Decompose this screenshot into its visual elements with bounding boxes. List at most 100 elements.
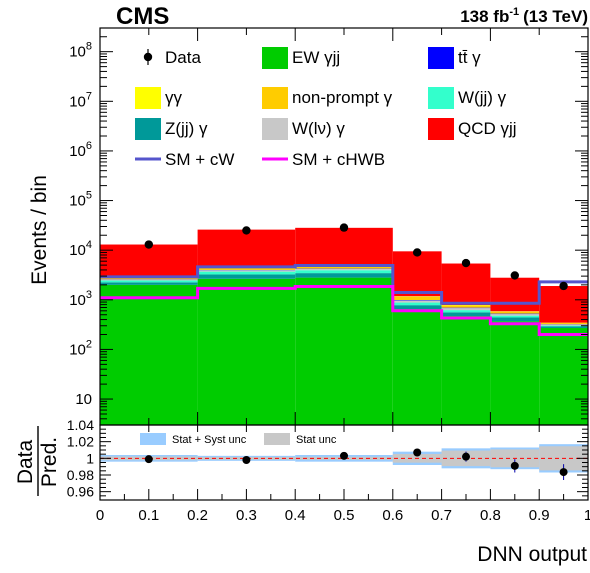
legend-marker [143, 52, 153, 62]
ratio-point [340, 451, 348, 460]
ratio-x-tick-label: 0.4 [285, 507, 306, 524]
legend-entry-label: Z(jj) γ [165, 119, 208, 138]
legend-entry-label: EW γjj [292, 48, 340, 67]
legend-entry-label: non-prompt γ [292, 88, 393, 107]
legend-entry-label: W(lν) γ [292, 119, 345, 138]
stack-bar [295, 268, 393, 271]
data-point [559, 281, 568, 291]
ratio-x-tick-label: 0.3 [236, 507, 257, 524]
luminance-label: 138 fb-1 (13 TeV) [460, 6, 588, 26]
ratio-x-tick-label: 1 [584, 507, 590, 524]
stack-bar [539, 286, 588, 323]
legend-entry-label: W(jj) γ [458, 88, 507, 107]
experiment-label: CMS [116, 3, 169, 30]
stack-bar [490, 315, 540, 318]
legend-entry-label: SM + cHWB [292, 150, 385, 169]
y-axis-title: Events / bin [28, 175, 51, 285]
ratio-ylabel-numerator: Data [14, 440, 37, 485]
x-axis-title: DNN output [477, 543, 587, 566]
stack-bar [197, 278, 296, 425]
ratio-x-tick-label: 0.1 [138, 507, 159, 524]
legend-entry-label: Data [165, 48, 201, 67]
ratio-point [559, 468, 568, 477]
ratio-point [413, 448, 422, 457]
legend-swatch [262, 47, 288, 69]
data-point [510, 271, 519, 280]
ratio-y-tick-label: 1.04 [67, 417, 94, 433]
data-point [144, 240, 153, 249]
ratio-legend-swatch [140, 433, 166, 445]
y-tick-label: 10 [75, 391, 92, 408]
stack-bar [539, 326, 588, 329]
y-tick-label: 103 [69, 289, 92, 309]
stack-bar [392, 251, 442, 297]
y-tick-label: 107 [69, 90, 92, 110]
stack-bar [539, 323, 588, 325]
ratio-point [144, 455, 153, 464]
y-tick-label: 106 [69, 140, 92, 160]
ratio-x-tick-label: 0.5 [334, 507, 355, 524]
legend-swatch [428, 118, 454, 140]
stack-bar [539, 324, 588, 326]
stack-bar [392, 300, 442, 303]
stack-bar [100, 284, 198, 425]
stack-bar [392, 309, 442, 425]
stack-bar [295, 277, 393, 425]
legend-entry-label: tt̄ γ [458, 48, 481, 67]
ratio-point [510, 461, 519, 470]
stack-bar [392, 302, 442, 306]
stack-bar [100, 244, 198, 277]
stack-bar [197, 268, 296, 270]
stack-bar [441, 305, 491, 306]
stack-bar [490, 317, 540, 322]
stack-bar [197, 271, 296, 275]
stack-bar [392, 296, 442, 297]
stack-bar [441, 316, 491, 425]
ratio-y-tick-label: 0.98 [67, 467, 94, 483]
stack-bar [100, 280, 198, 283]
y-tick-label: 108 [69, 41, 92, 61]
data-point [339, 223, 349, 232]
ratio-x-tick-label: 0 [96, 507, 104, 524]
stack-bar [490, 311, 540, 312]
stack-bar [441, 310, 491, 313]
ratio-point [242, 456, 251, 464]
legend: Data EW γjj tt̄ γ γγ non-prompt γ W(jj) γ Z(jj… [135, 47, 517, 169]
legend-swatch [262, 87, 288, 109]
stack-bar [392, 296, 442, 301]
ratio-x-tick-label: 0.6 [382, 507, 403, 524]
stack-bar [197, 229, 296, 268]
legend-swatch [135, 87, 161, 109]
stack-bar [295, 227, 393, 267]
stack-bar [392, 305, 442, 310]
stack-bar [100, 282, 198, 285]
legend-swatch [135, 118, 161, 140]
legend-swatch [428, 87, 454, 109]
ratio-legend: Stat + Syst unc Stat unc [140, 433, 337, 446]
stack-bar [197, 274, 296, 279]
data-point [461, 258, 471, 268]
stack-bar [441, 312, 491, 317]
ratio-ylabel-denominator: Pred. [38, 437, 61, 487]
stack-bar [295, 270, 393, 274]
stack-bar [539, 328, 588, 425]
ratio-y-tick-label: 1 [86, 450, 94, 466]
legend-entry-label: QCD γjj [458, 119, 517, 138]
stack-bar [490, 321, 540, 425]
ratio-y-tick-label: 0.96 [67, 484, 94, 500]
y-tick-label: 104 [69, 239, 92, 259]
stack-bar [295, 273, 393, 278]
stack-bar [441, 263, 491, 306]
legend-swatch [262, 118, 288, 140]
stack-bar [295, 266, 393, 269]
ratio-point [462, 452, 470, 461]
stack-bar [490, 314, 540, 316]
y-tick-label: 102 [69, 338, 92, 358]
ratio-legend-swatch [264, 433, 290, 445]
stack-bar [441, 308, 491, 311]
legend-swatch [428, 47, 454, 69]
ratio-legend-label: Stat + Syst unc [172, 434, 247, 446]
legend-entry-label: SM + cW [165, 150, 234, 169]
